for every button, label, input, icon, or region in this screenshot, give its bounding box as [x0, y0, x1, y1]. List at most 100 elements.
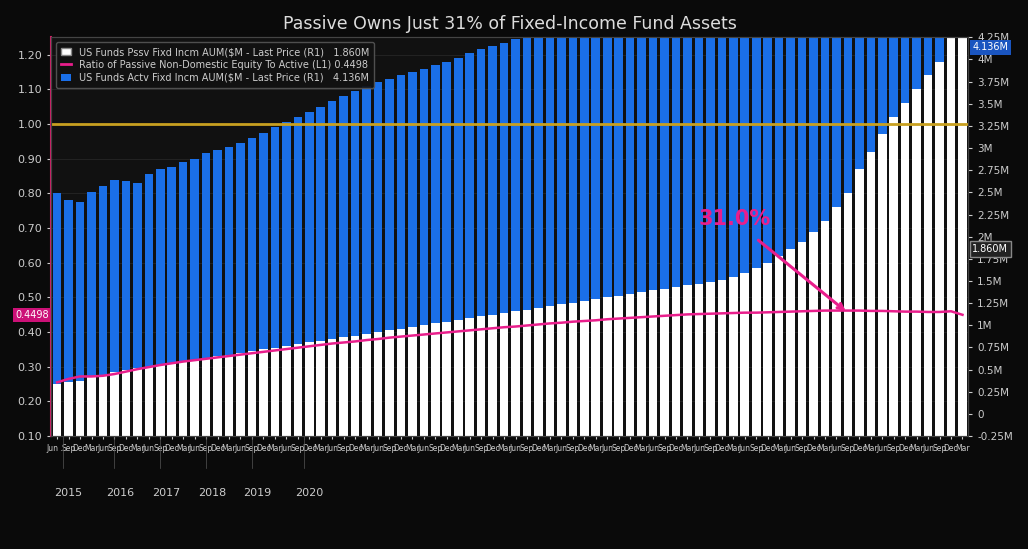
- Bar: [901, 0, 910, 103]
- Bar: [878, 0, 886, 135]
- Bar: [729, 0, 737, 277]
- Bar: [626, 0, 634, 294]
- Bar: [156, 169, 164, 365]
- Bar: [466, 53, 474, 318]
- Bar: [867, 152, 875, 471]
- Bar: [557, 24, 565, 304]
- Bar: [637, 0, 646, 292]
- Bar: [924, 75, 932, 471]
- Bar: [695, 0, 703, 283]
- Bar: [454, 58, 463, 320]
- Bar: [156, 365, 164, 471]
- Bar: [947, 0, 955, 471]
- Bar: [935, 61, 944, 471]
- Bar: [913, 89, 921, 471]
- Bar: [740, 273, 749, 471]
- Text: 2019: 2019: [244, 488, 271, 498]
- Bar: [751, 268, 761, 471]
- Bar: [671, 287, 681, 471]
- Legend: US Funds Pssv Fixd Incm AUM($M - Last Price (R1)   1.860M, Ratio of Passive Non-: US Funds Pssv Fixd Incm AUM($M - Last Pr…: [57, 42, 374, 88]
- Bar: [751, 0, 761, 268]
- Text: 31.0%: 31.0%: [699, 209, 771, 228]
- Bar: [442, 322, 451, 471]
- Bar: [201, 358, 211, 471]
- Bar: [110, 180, 118, 372]
- Bar: [500, 313, 509, 471]
- Bar: [351, 91, 360, 335]
- Bar: [706, 0, 714, 282]
- Bar: [65, 382, 73, 471]
- Bar: [649, 0, 657, 290]
- Bar: [431, 65, 440, 323]
- Bar: [282, 122, 291, 346]
- Bar: [145, 174, 153, 367]
- Bar: [568, 18, 577, 302]
- Bar: [522, 36, 531, 310]
- Bar: [87, 192, 96, 377]
- Text: 0.4498: 0.4498: [15, 310, 48, 320]
- Bar: [913, 0, 921, 89]
- Bar: [76, 202, 84, 380]
- Bar: [798, 0, 806, 242]
- Bar: [522, 310, 531, 471]
- Bar: [626, 294, 634, 471]
- Text: 2016: 2016: [106, 488, 135, 498]
- Bar: [65, 200, 73, 382]
- Text: 4.136M: 4.136M: [972, 42, 1008, 53]
- Bar: [225, 355, 233, 471]
- Bar: [454, 320, 463, 471]
- Bar: [809, 0, 818, 232]
- Bar: [477, 316, 485, 471]
- Bar: [557, 304, 565, 471]
- Bar: [798, 242, 806, 471]
- Bar: [809, 232, 818, 471]
- Bar: [408, 72, 416, 327]
- Bar: [145, 367, 153, 471]
- Bar: [603, 3, 612, 298]
- Text: 2017: 2017: [152, 488, 180, 498]
- Bar: [832, 207, 841, 471]
- Bar: [52, 384, 62, 471]
- Title: Passive Owns Just 31% of Fixed-Income Fund Assets: Passive Owns Just 31% of Fixed-Income Fu…: [283, 15, 737, 33]
- Bar: [282, 346, 291, 471]
- Bar: [76, 380, 84, 471]
- Bar: [867, 0, 875, 152]
- Bar: [764, 0, 772, 263]
- Bar: [671, 0, 681, 287]
- Bar: [649, 290, 657, 471]
- Bar: [270, 348, 280, 471]
- Bar: [889, 117, 898, 471]
- Bar: [820, 0, 830, 221]
- Bar: [580, 13, 589, 301]
- Bar: [339, 96, 347, 337]
- Bar: [832, 0, 841, 207]
- Bar: [270, 127, 280, 348]
- Bar: [684, 0, 692, 285]
- Bar: [328, 339, 336, 471]
- Bar: [477, 49, 485, 316]
- Bar: [660, 289, 669, 471]
- Bar: [660, 0, 669, 289]
- Bar: [775, 256, 783, 471]
- Text: 2018: 2018: [197, 488, 226, 498]
- Bar: [179, 362, 187, 471]
- Bar: [225, 147, 233, 355]
- Bar: [764, 263, 772, 471]
- Bar: [362, 334, 371, 471]
- Bar: [958, 0, 966, 471]
- Bar: [317, 107, 325, 341]
- Bar: [294, 117, 302, 344]
- Bar: [397, 75, 405, 329]
- Bar: [718, 0, 726, 280]
- Bar: [133, 183, 142, 368]
- Bar: [740, 0, 749, 273]
- Bar: [317, 341, 325, 471]
- Bar: [248, 138, 256, 351]
- Bar: [374, 332, 382, 471]
- Bar: [535, 308, 543, 471]
- Bar: [99, 187, 107, 376]
- Bar: [855, 169, 864, 471]
- Bar: [87, 377, 96, 471]
- Bar: [718, 280, 726, 471]
- Bar: [568, 302, 577, 471]
